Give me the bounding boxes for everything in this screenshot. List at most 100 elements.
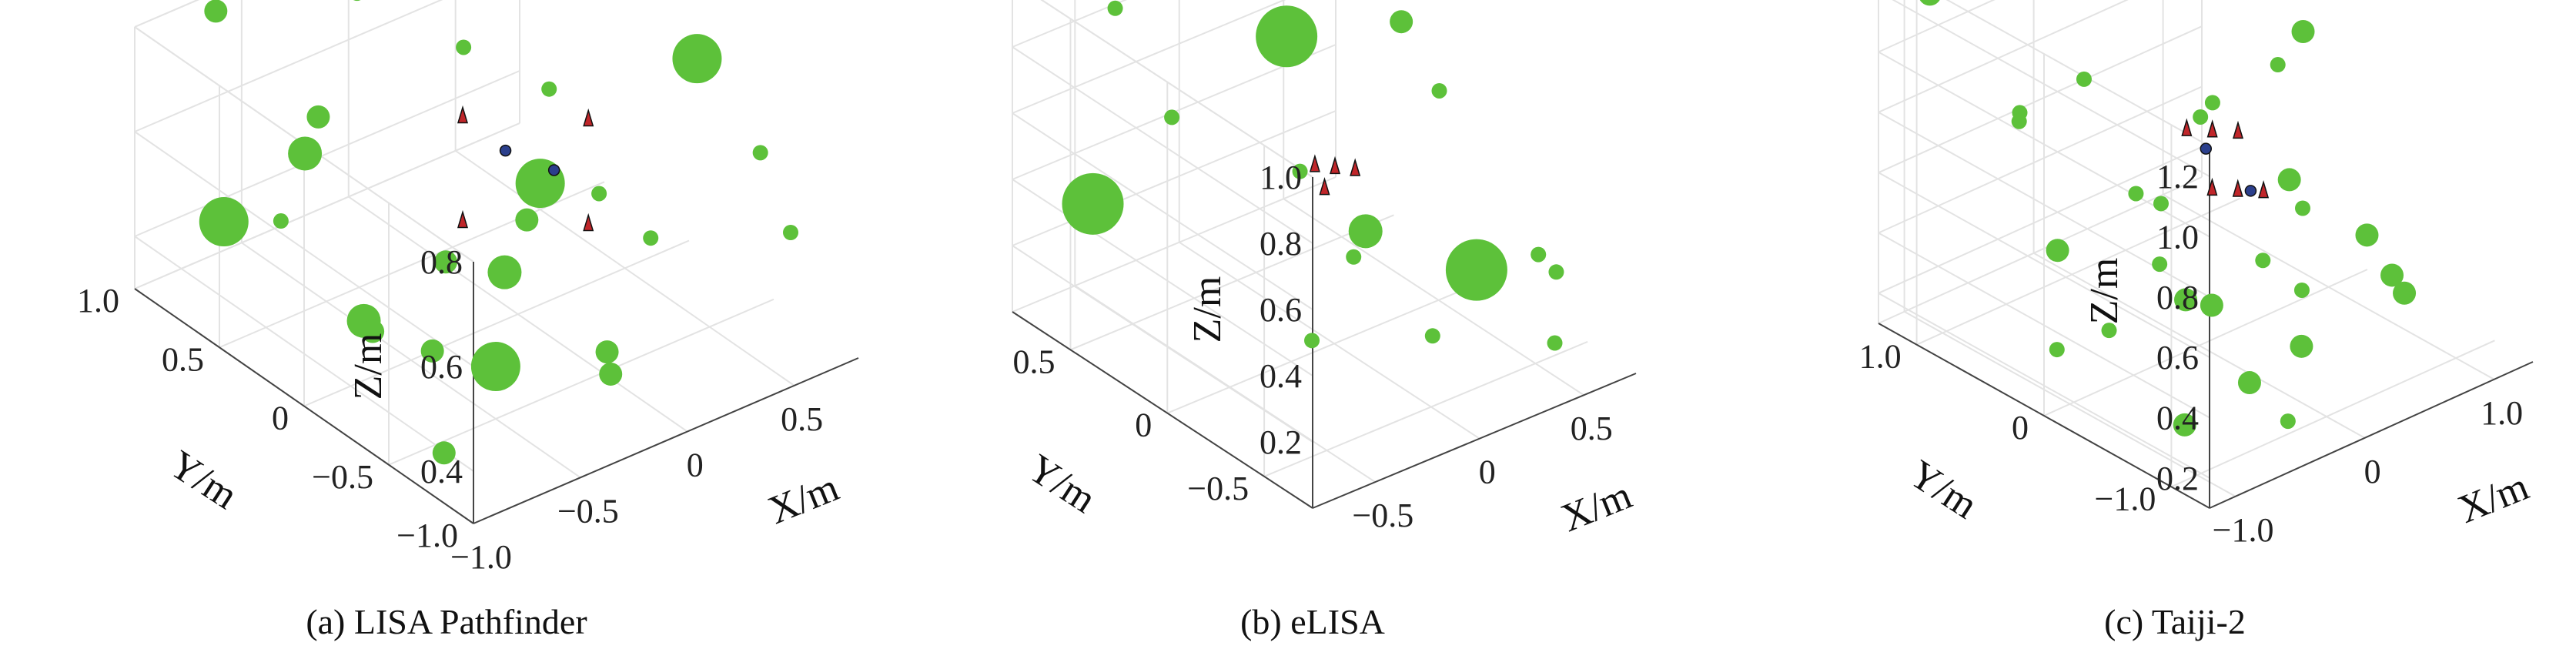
gridline-wall-z <box>134 0 443 132</box>
data-point-sphere <box>2293 282 2310 298</box>
gridline-floor-y <box>1070 214 1394 351</box>
z-tick-label: 0.8 <box>420 243 463 281</box>
z-tick-label: 0.8 <box>2156 279 2199 316</box>
x-axis-line <box>1312 373 1637 509</box>
x-tick-label: 0.5 <box>1571 410 1613 447</box>
data-point-sphere <box>1531 246 1547 263</box>
data-point-marker-blue <box>2244 185 2257 197</box>
data-point-sphere <box>2290 334 2313 358</box>
z-tick-label: 0.4 <box>420 453 463 490</box>
data-point-sphere <box>2152 256 2168 273</box>
x-axis-label: X/m <box>2452 464 2534 531</box>
gridline-floor-y <box>2170 340 2495 488</box>
gridline-floor-x <box>1283 198 1584 396</box>
y-tick-label: 1.0 <box>1859 338 1902 376</box>
data-point-marker-red <box>1319 176 1330 196</box>
y-tick-label: 0.5 <box>162 340 204 378</box>
data-point-sphere <box>1164 109 1180 125</box>
data-point-sphere <box>2193 109 2209 125</box>
caption-b: (b) eLISA <box>1240 602 1385 641</box>
gridline-floor-y <box>388 298 774 466</box>
gridline-wall-z <box>1892 0 2210 178</box>
data-point-sphere <box>2173 413 2196 437</box>
x-tick-label: −0.5 <box>557 492 619 530</box>
y-tick-label: −1.0 <box>2095 480 2156 517</box>
y-tick-label: 0 <box>1135 406 1152 444</box>
x-tick-label: 0 <box>1479 453 1496 491</box>
gridline-wall-z <box>1878 85 2203 234</box>
data-point-sphere <box>1919 0 1940 6</box>
gridline-floor-y <box>1263 340 1588 477</box>
z-axis-label: Z/m <box>2083 258 2126 325</box>
gridline-floor-y <box>219 181 605 349</box>
gridline-wall-z <box>134 131 474 367</box>
gridline-wall-z <box>1878 232 2210 419</box>
data-point-marker-red <box>457 105 469 124</box>
y-tick-label: 0 <box>272 400 289 437</box>
data-point-sphere <box>1445 239 1507 301</box>
data-point-sphere <box>432 441 456 465</box>
y-axis-line <box>134 288 474 524</box>
panel-elisa: −0.5 0 0.5 −0.5 0 0.5 0.2 0.4 0.6 0.8 1.0 X/m Y/m Z/m <box>1012 0 1638 540</box>
data-point-sphere <box>1304 333 1320 349</box>
data-point-sphere <box>420 339 444 363</box>
data-point-marker-red <box>2206 119 2218 138</box>
data-point-sphere <box>2200 293 2223 317</box>
data-point-marker-red <box>2181 118 2193 136</box>
z-axis-label: Z/m <box>1186 276 1229 343</box>
data-point-sphere <box>2174 288 2198 312</box>
gridline-wall-z <box>134 70 520 237</box>
data-point-sphere <box>515 208 539 232</box>
caption-c: (c) Taiji-2 <box>2104 602 2246 641</box>
box-edge <box>134 122 520 289</box>
x-tick-label: 0 <box>687 447 704 484</box>
box-edge <box>1040 0 1313 178</box>
data-point-sphere <box>783 225 798 240</box>
z-tick-label: 0.2 <box>2156 460 2199 497</box>
box-edge <box>1012 176 1337 313</box>
gridline-floor-y <box>303 239 690 407</box>
data-point-sphere <box>353 0 361 2</box>
panel-lisa-pathfinder: −1.0 −0.5 0 0.5 −1.0 −0.5 0 0.5 1.0 0.4 0.6 0.8 X/m Y… <box>77 0 859 576</box>
gridline-floor-y <box>1916 197 2241 346</box>
y-axis-label: Y/m <box>162 443 246 518</box>
data-point-sphere <box>752 145 768 161</box>
data-point-sphere <box>434 250 457 274</box>
data-point-marker-blue <box>547 164 560 176</box>
z-tick-label: 1.0 <box>1260 159 1302 196</box>
y-axis-label: Y/m <box>1902 452 1986 527</box>
z-tick-label: 0.8 <box>1260 225 1302 263</box>
z-axis-label: Z/m <box>346 333 390 400</box>
data-point-sphere <box>2011 113 2027 129</box>
y-tick-label: 1.0 <box>77 282 119 319</box>
data-point-marker-red <box>457 209 469 229</box>
data-point-sphere <box>288 136 323 171</box>
x-axis-line <box>2209 361 2534 509</box>
panel-taiji-2: −1.0 0 1.0 −1.0 0 1.0 0.2 0.4 0.6 0.8 1.0 1.2 X/m Y/m… <box>1859 0 2534 549</box>
x-tick-label: 0.5 <box>781 400 823 438</box>
gridline-wall-z <box>1012 46 1313 244</box>
data-point-sphere <box>1431 82 1447 99</box>
data-point-sphere <box>1256 5 1318 68</box>
gridline-floor-y <box>1166 277 1491 414</box>
data-point-sphere <box>1348 214 1383 249</box>
gridline-wall-z <box>1878 292 2210 479</box>
box-edge <box>1945 0 2210 147</box>
gridline-wall-z <box>1012 0 1127 48</box>
data-point-sphere <box>2128 186 2144 202</box>
data-point-sphere <box>2393 281 2417 305</box>
data-point-sphere <box>2237 371 2261 395</box>
data-point-marker-red <box>2232 179 2243 197</box>
data-point-sphere <box>2295 200 2310 216</box>
data-point-marker-red <box>1350 158 1361 176</box>
data-point-marker-red <box>1330 156 1341 175</box>
y-tick-label: 0.5 <box>1012 343 1055 380</box>
x-axis-line <box>473 357 859 524</box>
data-point-sphere <box>2280 413 2296 430</box>
y-tick-label: −0.5 <box>312 458 373 496</box>
data-point-sphere <box>1107 0 1123 16</box>
z-tick-label: 0.6 <box>2156 339 2199 376</box>
data-point-sphere <box>456 39 472 55</box>
data-point-sphere <box>2204 95 2220 111</box>
